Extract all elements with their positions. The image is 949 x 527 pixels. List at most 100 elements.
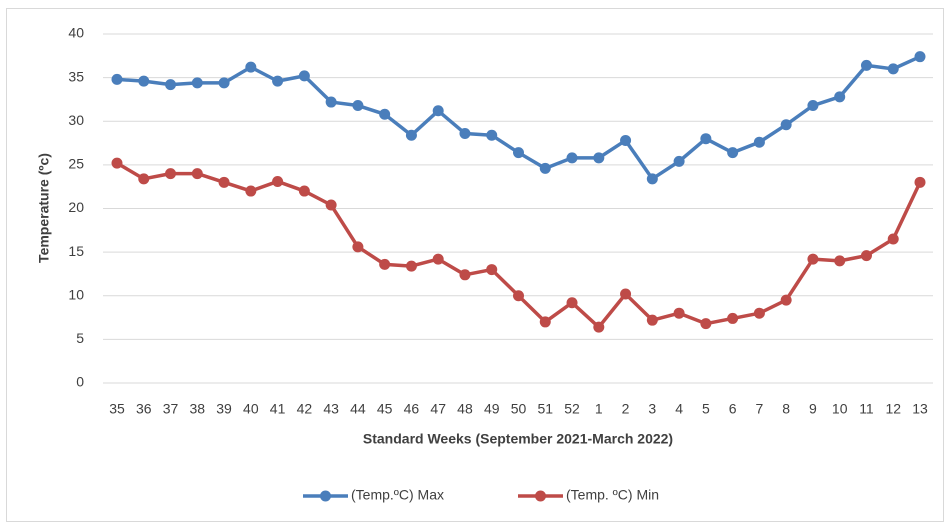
marker: [834, 255, 846, 267]
marker: [486, 264, 498, 276]
marker: [379, 258, 391, 270]
marker: [727, 312, 739, 324]
marker: [352, 241, 364, 253]
x-tick-label: 40: [243, 401, 259, 417]
x-axis-title: Standard Weeks (September 2021-March 202…: [363, 431, 673, 447]
marker: [620, 134, 632, 146]
marker: [459, 269, 471, 281]
marker: [700, 133, 712, 145]
y-tick-label: 5: [76, 330, 84, 346]
marker: [593, 152, 605, 164]
y-tick-label: 30: [68, 112, 84, 128]
marker: [673, 155, 685, 167]
x-tick-label: 6: [729, 401, 737, 417]
marker: [753, 307, 765, 319]
x-tick-label: 3: [648, 401, 656, 417]
marker: [646, 173, 658, 185]
marker: [165, 168, 177, 180]
marker: [860, 250, 872, 262]
x-tick-label: 36: [136, 401, 152, 417]
x-tick-label: 52: [564, 401, 580, 417]
x-tick-label: 1: [595, 401, 603, 417]
y-tick-label: 40: [68, 25, 84, 41]
x-tick-label: 38: [190, 401, 206, 417]
x-tick-label: 35: [109, 401, 125, 417]
x-tick-label: 44: [350, 401, 366, 417]
marker: [245, 185, 257, 197]
marker: [191, 168, 203, 180]
marker: [780, 119, 792, 131]
x-tick-label: 7: [756, 401, 764, 417]
x-tick-label: 41: [270, 401, 286, 417]
marker: [780, 294, 792, 306]
legend-label: (Temp.ºC) Max: [351, 487, 444, 503]
y-tick-label: 0: [76, 374, 84, 390]
marker: [646, 314, 658, 326]
marker: [887, 233, 899, 245]
marker: [566, 152, 578, 164]
x-tick-label: 37: [163, 401, 179, 417]
marker: [138, 75, 150, 87]
marker: [914, 51, 926, 63]
marker: [325, 199, 337, 211]
marker: [834, 91, 846, 103]
marker: [432, 253, 444, 265]
y-axis-title: Temperature (ºc): [36, 153, 52, 263]
y-tick-label: 10: [68, 286, 84, 302]
marker: [513, 290, 524, 302]
x-tick-label: 43: [323, 401, 339, 417]
marker: [860, 59, 872, 71]
marker: [593, 321, 605, 333]
marker: [272, 75, 284, 87]
marker: [352, 100, 364, 112]
marker: [379, 108, 391, 120]
x-tick-label: 12: [885, 401, 901, 417]
y-tick-label: 25: [68, 156, 84, 172]
x-tick-label: 45: [377, 401, 393, 417]
x-tick-label: 4: [675, 401, 683, 417]
chart-frame: [6, 8, 944, 522]
marker: [887, 63, 899, 75]
y-tick-label: 35: [68, 68, 84, 84]
marker: [245, 61, 257, 73]
x-tick-label: 47: [430, 401, 446, 417]
marker: [807, 253, 819, 265]
marker: [459, 127, 471, 139]
marker: [405, 129, 417, 141]
marker: [218, 77, 230, 89]
x-tick-label: 48: [457, 401, 473, 417]
x-tick-label: 11: [859, 401, 874, 417]
legend-marker: [320, 490, 331, 502]
legend-marker: [535, 490, 546, 502]
x-tick-label: 51: [537, 401, 553, 417]
marker: [486, 129, 498, 141]
marker: [272, 175, 284, 187]
marker: [218, 176, 230, 188]
x-tick-label: 50: [511, 401, 527, 417]
marker: [807, 100, 819, 112]
x-tick-label: 39: [216, 401, 232, 417]
marker: [138, 173, 150, 185]
marker: [700, 318, 712, 330]
marker: [513, 147, 524, 159]
x-tick-label: 8: [782, 401, 790, 417]
marker: [405, 260, 417, 272]
x-tick-label: 9: [809, 401, 817, 417]
marker: [673, 307, 685, 319]
marker: [298, 185, 310, 197]
marker: [914, 176, 926, 188]
marker: [539, 162, 551, 174]
marker: [566, 297, 578, 309]
y-tick-label: 20: [68, 199, 84, 215]
marker: [298, 70, 310, 82]
marker: [165, 79, 177, 91]
marker: [753, 136, 765, 148]
marker: [111, 157, 123, 169]
marker: [432, 105, 444, 117]
x-tick-label: 2: [622, 401, 630, 417]
x-tick-label: 42: [297, 401, 313, 417]
marker: [111, 73, 123, 85]
x-tick-label: 5: [702, 401, 710, 417]
marker: [727, 147, 739, 159]
